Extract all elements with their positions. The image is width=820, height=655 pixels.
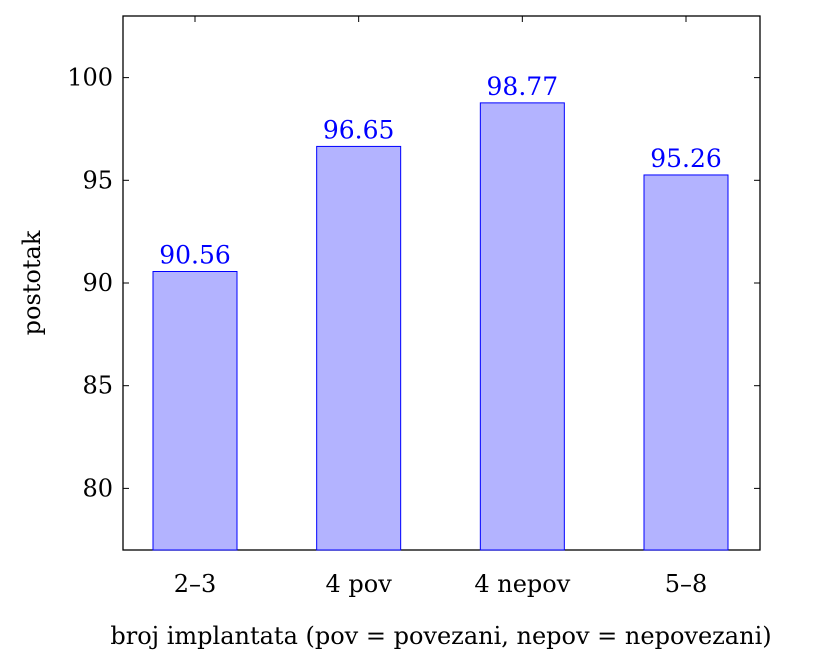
data-label: 90.56 (159, 240, 231, 269)
x-tick-label: 2–3 (174, 570, 217, 598)
y-tick-label: 90 (82, 269, 113, 297)
data-label: 98.77 (487, 72, 559, 101)
x-tick-labels: 2–3 4 pov 4 nepov 5–8 (174, 570, 708, 598)
bar (643, 174, 729, 551)
data-label: 96.65 (323, 115, 395, 144)
y-tick-label: 95 (82, 166, 113, 194)
bar (152, 270, 238, 551)
bar (479, 102, 565, 551)
bars (152, 102, 729, 551)
y-tick-labels: 80 85 90 95 100 (67, 64, 113, 503)
bar (316, 145, 402, 551)
x-tick-label: 5–8 (665, 570, 708, 598)
x-tick-label: 4 pov (326, 570, 393, 598)
data-label: 95.26 (650, 144, 722, 173)
data-labels: 90.56 96.65 98.77 95.26 (159, 72, 722, 270)
y-tick-label: 80 (82, 474, 113, 502)
y-tick-label: 100 (67, 64, 113, 92)
x-axis-label: broj implantata (pov = povezani, nepov =… (110, 622, 771, 650)
x-tick-label: 4 nepov (474, 570, 570, 598)
plot-area: 90.56 96.65 98.77 95.26 (122, 15, 761, 551)
y-axis-label: postotak (18, 230, 46, 335)
y-tick-label: 85 (82, 372, 113, 400)
